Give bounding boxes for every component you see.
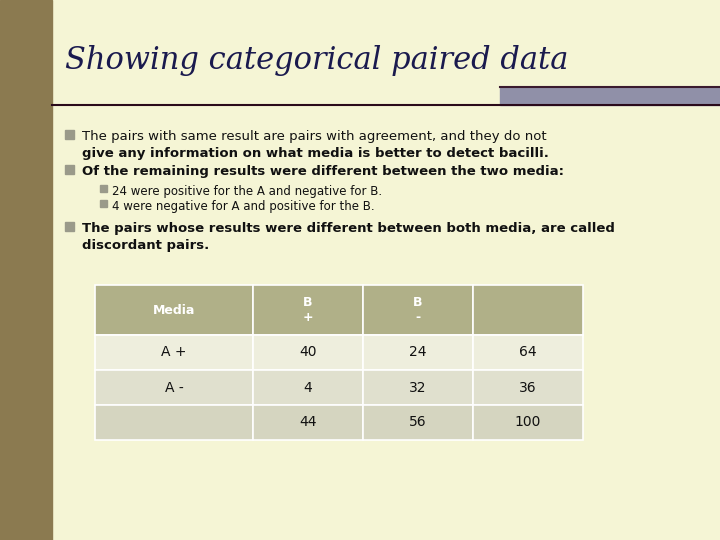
Text: 24: 24: [409, 346, 427, 360]
Bar: [473, 285, 583, 335]
Text: B
-: B -: [413, 296, 423, 324]
Bar: [363, 370, 473, 405]
Bar: [363, 285, 473, 335]
Text: 4 were negative for A and positive for the B.: 4 were negative for A and positive for t…: [112, 200, 374, 213]
Text: 44: 44: [300, 415, 317, 429]
Text: 32: 32: [409, 381, 427, 395]
Text: Showing categorical paired data: Showing categorical paired data: [65, 45, 568, 76]
Text: give any information on what media is better to detect bacilli.: give any information on what media is be…: [82, 147, 549, 160]
Bar: [253, 335, 363, 370]
Text: B
+: B +: [302, 296, 313, 324]
Text: Of the remaining results were different between the two media:: Of the remaining results were different …: [82, 165, 564, 178]
Text: A +: A +: [161, 346, 186, 360]
Bar: [253, 285, 363, 335]
Text: 64: 64: [519, 346, 537, 360]
Bar: [253, 370, 363, 405]
Bar: [363, 335, 473, 370]
Bar: [100, 185, 107, 192]
Bar: [65, 165, 74, 173]
Bar: [65, 221, 74, 231]
Bar: [500, 87, 720, 105]
Bar: [0, 0, 52, 540]
Text: The pairs with same result are pairs with agreement, and they do not: The pairs with same result are pairs wit…: [82, 130, 546, 143]
Text: discordant pairs.: discordant pairs.: [82, 239, 210, 252]
Text: 24 were positive for the A and negative for B.: 24 were positive for the A and negative …: [112, 185, 382, 198]
Text: 36: 36: [519, 381, 537, 395]
Bar: [95, 335, 253, 370]
Bar: [473, 405, 583, 440]
Text: Media: Media: [153, 303, 195, 316]
Bar: [95, 285, 253, 335]
Text: 40: 40: [300, 346, 317, 360]
Bar: [95, 370, 253, 405]
Text: 4: 4: [304, 381, 312, 395]
Bar: [363, 405, 473, 440]
Text: The pairs whose results were different between both media, are called: The pairs whose results were different b…: [82, 222, 615, 235]
Bar: [473, 370, 583, 405]
Bar: [473, 335, 583, 370]
Bar: [95, 405, 253, 440]
Bar: [100, 199, 107, 206]
Text: 56: 56: [409, 415, 427, 429]
Text: A -: A -: [165, 381, 184, 395]
Bar: [253, 405, 363, 440]
Text: 100: 100: [515, 415, 541, 429]
Bar: [65, 130, 74, 138]
